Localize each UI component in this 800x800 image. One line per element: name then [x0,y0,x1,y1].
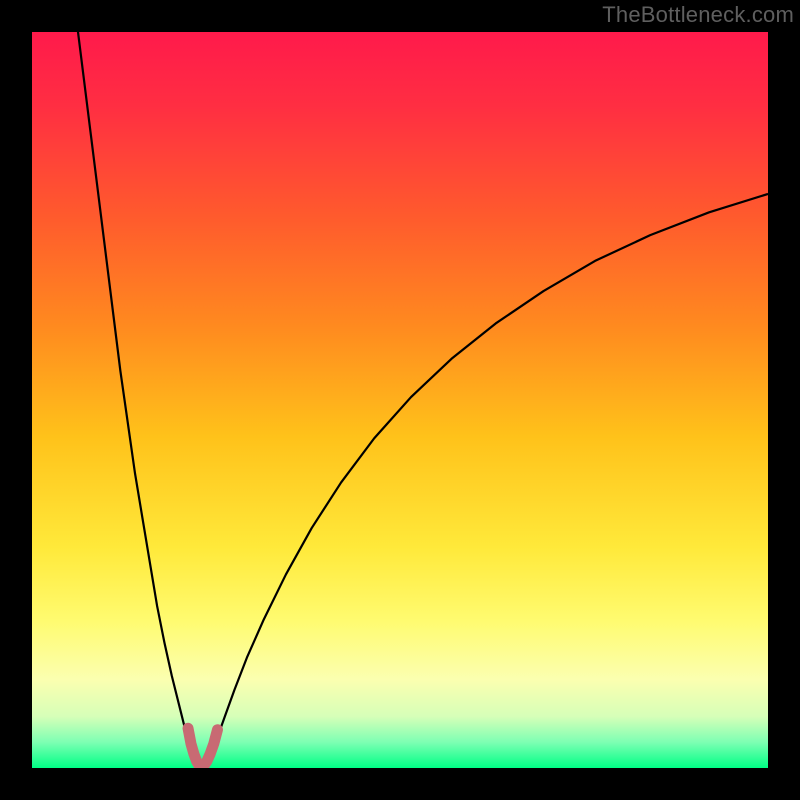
chart-stage: TheBottleneck.com [0,0,800,800]
bottleneck-chart [0,0,800,800]
watermark-text: TheBottleneck.com [602,2,794,28]
heat-gradient-background [32,32,768,768]
